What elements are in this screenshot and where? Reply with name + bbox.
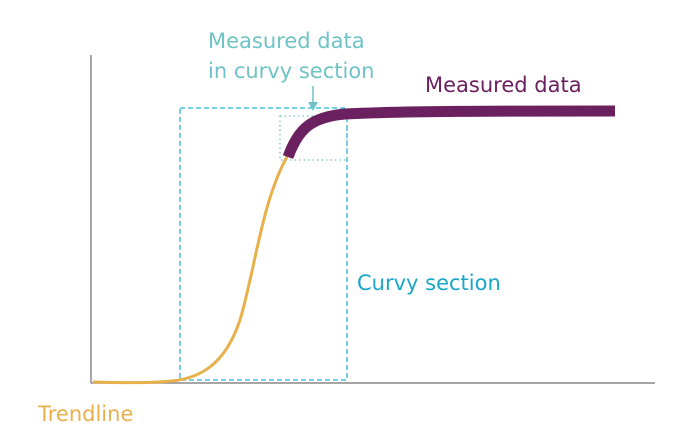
trendline-label: Trendline [37, 402, 133, 426]
trendline-curve [92, 154, 290, 385]
curvy-section-box [179, 107, 348, 381]
inset-label: Measured data [208, 29, 365, 53]
measured-label: Measured data [425, 73, 582, 97]
curvy-label: Curvy section [357, 271, 501, 295]
measured-curvy-box [279, 115, 348, 161]
inset-label: in curvy section [208, 59, 374, 83]
measured-curve [282, 105, 616, 159]
arrow-head [308, 102, 318, 111]
